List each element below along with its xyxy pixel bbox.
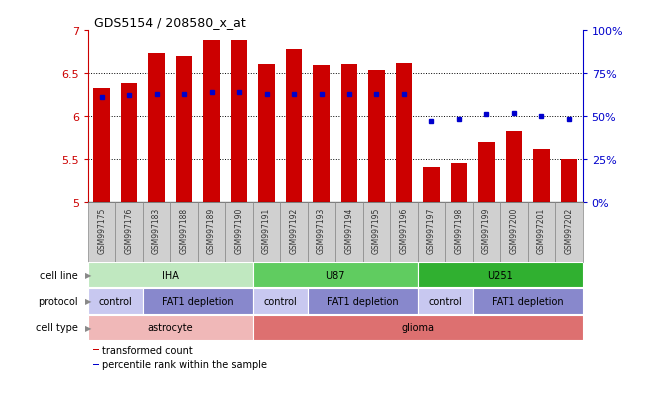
Bar [253,263,418,288]
Text: cell type: cell type [36,322,78,332]
Bar [396,64,412,202]
Bar [473,202,500,262]
Bar [340,65,357,202]
Bar [423,168,439,202]
Bar [258,65,275,202]
Bar [121,84,137,202]
Bar [500,202,528,262]
Text: ▶: ▶ [85,323,91,332]
Text: astrocyte: astrocyte [148,322,193,332]
Bar [473,289,583,314]
Text: GSM997191: GSM997191 [262,207,271,253]
Bar [445,202,473,262]
Bar [176,57,192,202]
Text: ▶: ▶ [85,297,91,306]
Bar [143,202,171,262]
Bar [286,50,302,202]
Bar [281,202,308,262]
Bar [93,364,100,365]
Bar [308,289,418,314]
Text: percentile rank within the sample: percentile rank within the sample [102,359,267,369]
Bar [88,289,143,314]
Text: FAT1 depletion: FAT1 depletion [327,296,398,306]
Bar [88,315,253,340]
Bar [418,263,583,288]
Text: GSM997193: GSM997193 [317,207,326,254]
Text: control: control [264,296,297,306]
Bar [93,89,110,202]
Text: GSM997175: GSM997175 [97,207,106,254]
Bar [203,41,220,202]
Bar [253,202,281,262]
Text: GSM997202: GSM997202 [564,207,574,253]
Text: U87: U87 [326,270,345,280]
Bar [478,142,495,202]
Bar [253,315,583,340]
Text: glioma: glioma [401,322,434,332]
Text: GSM997200: GSM997200 [510,207,518,254]
Text: FAT1 depletion: FAT1 depletion [492,296,564,306]
Text: GSM997190: GSM997190 [234,207,243,254]
Text: IHA: IHA [162,270,179,280]
Bar [171,202,198,262]
Text: GSM997188: GSM997188 [180,207,189,253]
Text: GSM997197: GSM997197 [427,207,436,254]
Text: transformed count: transformed count [102,345,193,355]
Bar [225,202,253,262]
Text: GSM997198: GSM997198 [454,207,464,253]
Bar [335,202,363,262]
Bar [368,71,385,202]
Text: GSM997192: GSM997192 [290,207,299,253]
Text: GSM997195: GSM997195 [372,207,381,254]
Bar [555,202,583,262]
Text: GDS5154 / 208580_x_at: GDS5154 / 208580_x_at [94,16,246,29]
Bar [561,159,577,202]
Bar [450,164,467,202]
Text: control: control [428,296,462,306]
Bar [88,202,115,262]
Bar [390,202,418,262]
Bar [528,202,555,262]
Bar [533,149,549,202]
Text: protocol: protocol [38,296,78,306]
Text: ▶: ▶ [85,271,91,280]
Bar [363,202,390,262]
Text: GSM997189: GSM997189 [207,207,216,253]
Bar [231,41,247,202]
Bar [313,66,330,202]
Text: U251: U251 [488,270,513,280]
Text: GSM997183: GSM997183 [152,207,161,253]
Text: GSM997176: GSM997176 [124,207,133,254]
Bar [93,349,100,350]
Text: GSM997201: GSM997201 [537,207,546,253]
Bar [418,202,445,262]
Text: control: control [98,296,132,306]
Bar [143,289,253,314]
Bar [148,54,165,202]
Bar [115,202,143,262]
Text: GSM997194: GSM997194 [344,207,353,254]
Bar [88,263,253,288]
Bar [308,202,335,262]
Text: GSM997199: GSM997199 [482,207,491,254]
Bar [253,289,308,314]
Bar [506,131,522,202]
Bar [198,202,225,262]
Text: FAT1 depletion: FAT1 depletion [162,296,234,306]
Text: GSM997196: GSM997196 [400,207,408,254]
Text: cell line: cell line [40,270,78,280]
Bar [418,289,473,314]
